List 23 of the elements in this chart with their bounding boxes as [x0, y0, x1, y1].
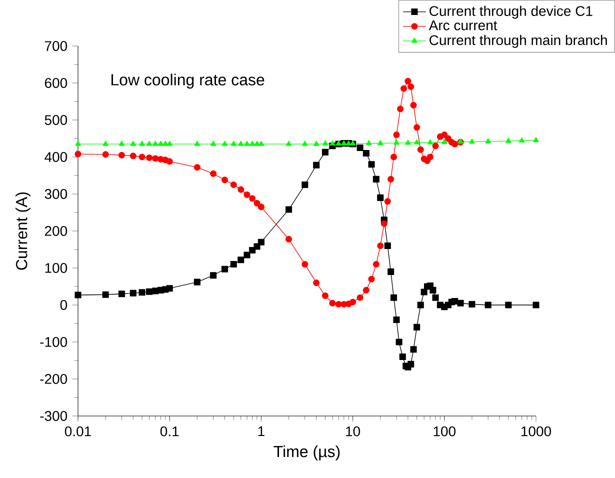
x-tick-label: 0.01 — [64, 426, 91, 436]
y-tick-label: 700 — [44, 41, 68, 51]
x-axis-title: Time (µs) — [274, 445, 340, 460]
x-tick-label: 1000 — [521, 426, 552, 436]
y-tick-label: -300 — [40, 411, 68, 421]
x-tick-label: 1 — [258, 426, 264, 436]
x-tick-label: 100 — [434, 426, 456, 436]
legend-label: Current through device C1 — [430, 6, 592, 19]
y-tick-label: -100 — [40, 337, 68, 347]
y-axis-title: Current (A) — [16, 192, 30, 270]
y-tick-label: 500 — [44, 115, 68, 125]
x-tick-label: 0.1 — [160, 426, 179, 436]
y-tick-label: 100 — [45, 263, 68, 273]
y-tick-label: 400 — [44, 152, 68, 162]
legend-label: Arc current — [428, 20, 498, 30]
annotation: Low cooling rate case — [112, 74, 264, 89]
y-tick-label: 300 — [44, 189, 68, 199]
y-tick-label: -200 — [40, 374, 68, 384]
y-tick-label: 200 — [44, 226, 68, 236]
y-tick-label: 600 — [44, 78, 68, 88]
x-tick-label: 10 — [346, 426, 360, 436]
y-tick-label: 0 — [60, 300, 68, 310]
legend-label: Current through main branch — [430, 34, 607, 48]
